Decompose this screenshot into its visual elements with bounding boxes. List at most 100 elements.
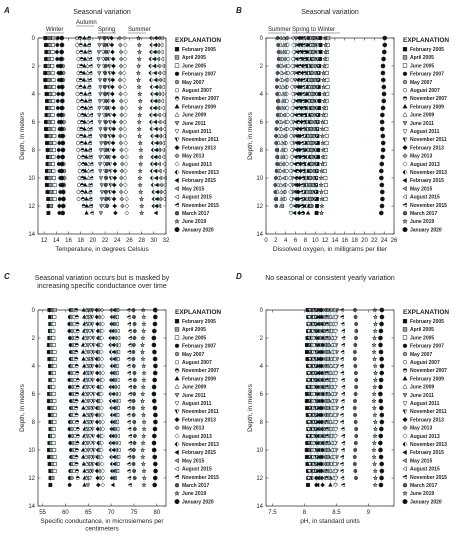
series-november-2013 [303, 35, 313, 209]
legend-item: January 2020 [174, 499, 214, 505]
data-point [110, 84, 115, 90]
series-november-2011 [312, 36, 321, 202]
legend-label: June 2005 [410, 63, 434, 69]
x-tick-label: 20 [90, 238, 97, 244]
data-point [289, 147, 295, 153]
data-point [306, 476, 312, 481]
data-point [153, 175, 159, 181]
legend-marker [174, 103, 180, 109]
y-axis-label: Depth, in meters [19, 383, 26, 431]
data-point [114, 321, 120, 327]
data-point [51, 99, 56, 103]
data-point [60, 154, 65, 160]
data-point [137, 168, 143, 174]
data-point [122, 63, 128, 69]
series-august-2013 [121, 35, 130, 216]
data-point [318, 168, 325, 174]
data-point [57, 197, 62, 201]
data-point [110, 133, 116, 139]
data-point [59, 168, 65, 174]
data-point [379, 475, 384, 481]
legend-marker [174, 63, 180, 68]
data-point [56, 155, 61, 159]
legend-marker [402, 88, 408, 93]
data-point [60, 210, 66, 216]
data-point [380, 105, 386, 111]
series-november-2013 [308, 307, 316, 481]
data-point [156, 70, 162, 76]
legend-label: February 2009 [182, 376, 216, 382]
x-tick-label: 16 [65, 238, 72, 244]
series-november-2015 [86, 35, 94, 216]
data-point [332, 335, 338, 341]
legend-item: November 2007 [174, 96, 219, 102]
legend-label: June 2005 [410, 335, 434, 341]
data-point [81, 363, 87, 368]
series-may-2015 [155, 35, 163, 209]
data-point [120, 203, 125, 209]
data-point [280, 147, 286, 153]
legend-item: March 2017 [174, 211, 209, 217]
legend-marker [174, 360, 180, 365]
data-point [104, 176, 109, 180]
legend-label: March 2017 [410, 483, 437, 489]
data-point [320, 112, 327, 118]
data-point [86, 448, 91, 453]
data-point [322, 56, 328, 62]
legend-label: March 2017 [182, 211, 209, 217]
data-point [322, 42, 329, 48]
data-point [119, 196, 125, 202]
data-point [46, 71, 51, 75]
data-point [278, 70, 283, 76]
legend-item: June 2011 [174, 121, 206, 127]
data-point [276, 50, 281, 54]
data-point [57, 141, 62, 145]
legend-label: November 2011 [182, 137, 219, 143]
data-point [139, 447, 146, 453]
data-point [52, 350, 57, 354]
data-point [132, 469, 137, 473]
data-point [123, 140, 129, 146]
data-point [308, 133, 313, 139]
series-january-2020 [378, 307, 385, 488]
data-point [353, 441, 358, 445]
data-point [354, 385, 359, 389]
data-point [84, 203, 90, 208]
y-tick-label: 12 [256, 204, 263, 210]
series-march-2017 [131, 308, 137, 480]
data-point [309, 77, 314, 83]
data-point [276, 126, 281, 132]
data-point [354, 329, 359, 333]
legend-marker [174, 177, 179, 183]
data-point [332, 384, 338, 390]
data-point [157, 126, 162, 132]
data-point [118, 70, 123, 76]
data-point [328, 321, 333, 327]
data-point [83, 398, 88, 403]
data-point [114, 314, 119, 320]
x-axis: 55 60 65 70 75 80 Specific conductance, in mic… [39, 310, 164, 533]
legend-marker [174, 384, 180, 389]
legend-item: February 2009 [174, 375, 216, 382]
data-point [372, 433, 378, 439]
data-point [132, 392, 137, 396]
data-point [380, 133, 386, 139]
data-point [288, 126, 294, 132]
season-label: Spring [98, 27, 115, 33]
data-point [116, 335, 121, 341]
data-point [379, 168, 384, 174]
data-point [282, 84, 288, 90]
x-axis-label: Temperature, in degrees Celsius [55, 246, 149, 253]
data-point [85, 119, 91, 124]
data-point [118, 175, 124, 181]
data-point [137, 161, 144, 167]
data-point [52, 134, 57, 138]
series-november-2015 [298, 35, 307, 216]
data-point [316, 349, 321, 355]
series-august-2013 [331, 307, 339, 488]
series-august-2015 [327, 307, 334, 474]
panel-letter: C [4, 272, 10, 281]
legend-label: November 2013 [182, 442, 219, 448]
data-point [82, 56, 88, 61]
legend-item: June 2009 [402, 112, 434, 119]
